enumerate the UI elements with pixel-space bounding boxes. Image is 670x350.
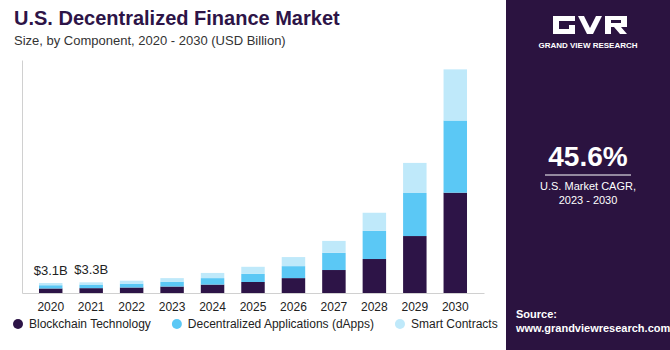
cagr-value: 45.6% [548,141,627,172]
bar-segment [363,259,386,293]
bar-segment [363,231,386,259]
bar-segment [160,282,183,287]
bar-segment [160,278,183,282]
legend-swatch [13,319,23,329]
bar-segment [322,241,345,253]
bar-segment [403,193,426,236]
x-tick-label: 2020 [37,300,64,314]
bar-segment [79,282,102,284]
title: U.S. Decentralized Finance Market [14,7,340,29]
bar-segment [201,278,224,284]
cagr-label: U.S. Market CAGR, [540,180,636,192]
x-tick: 2029 [401,293,428,314]
x-tick: 2028 [361,293,388,314]
bar-segment [403,163,426,193]
x-axis-line [23,293,485,294]
bar-segment [39,288,62,293]
legend-label: Smart Contracts [411,317,498,331]
x-tick: 2022 [118,293,145,314]
x-tick-label: 2026 [280,300,307,314]
series [39,121,467,289]
bar-segment [363,213,386,231]
bar-segment [282,278,305,293]
legend-item: Blockchain Technology [13,317,151,331]
x-tick-label: 2024 [199,300,226,314]
y-axis [22,61,23,294]
bar-segment [79,285,102,289]
legend-item: Decentralized Applications (dApps) [172,317,374,331]
legend-label: Decentralized Applications (dApps) [188,317,374,331]
x-axis: 2020 2021 2022 2023 2024 2025 2026 2027 2028 2029… [23,293,485,314]
x-tick: 2030 [442,293,469,314]
annotation: $3.3B [74,262,108,277]
source-label: Source: [516,308,557,320]
series [39,193,467,293]
x-tick-label: 2025 [240,300,267,314]
bar-segment [444,121,467,193]
x-tick-label: 2023 [159,300,186,314]
bar-segment [322,253,345,270]
bar-segment [120,287,143,293]
bar-segment [201,285,224,293]
x-tick: 2020 [37,293,64,314]
cagr-divider [545,175,631,176]
bar-segment [201,273,224,278]
bar-segment [241,274,264,282]
x-tick: 2025 [240,293,267,314]
x-tick-label: 2029 [401,300,428,314]
x-tick-label: 2022 [118,300,145,314]
bars [39,69,467,293]
cagr-label: 2023 - 2030 [559,194,618,206]
bar-segment [120,281,143,284]
logo [553,16,627,34]
chart: GRAND VIEW RESEARCH 45.6% U.S. Market CAGR… [0,0,670,350]
x-tick-label: 2027 [321,300,348,314]
brand: GRAND VIEW RESEARCH [538,41,637,50]
bar-segment [120,284,143,288]
logo-shape [578,16,602,34]
x-tick: 2023 [159,293,186,314]
bar-segment [79,288,102,293]
y-axis-line [22,61,23,294]
legend: Blockchain Technology Decentralized Appli… [13,317,498,331]
bar-segment [282,266,305,278]
bar-segment [39,283,62,285]
bar-segment [160,287,183,293]
bar-segment [444,193,467,293]
bar-segment [39,285,62,288]
source-url: www.grandviewresearch.com [515,322,670,334]
bar-segment [241,282,264,293]
logo-shape [605,16,627,34]
bar-segment [282,257,305,266]
subtitle: Size, by Component, 2020 - 2030 (USD Bil… [14,33,286,48]
annotation: $3.1B [34,263,68,278]
legend-label: Blockchain Technology [29,317,151,331]
bar-segment [241,267,264,274]
x-tick: 2024 [199,293,226,314]
series [39,69,467,285]
x-tick: 2026 [280,293,307,314]
x-tick-label: 2028 [361,300,388,314]
x-tick-label: 2030 [442,300,469,314]
legend-swatch [395,319,405,329]
logo-shape [553,16,575,34]
x-tick: 2027 [321,293,348,314]
x-tick-label: 2021 [78,300,105,314]
bar-segment [444,69,467,120]
side-panel [506,0,670,350]
bar-segment [403,236,426,293]
legend-swatch [172,319,182,329]
legend-item: Smart Contracts [395,317,498,331]
x-tick: 2021 [78,293,105,314]
bar-segment [322,270,345,293]
